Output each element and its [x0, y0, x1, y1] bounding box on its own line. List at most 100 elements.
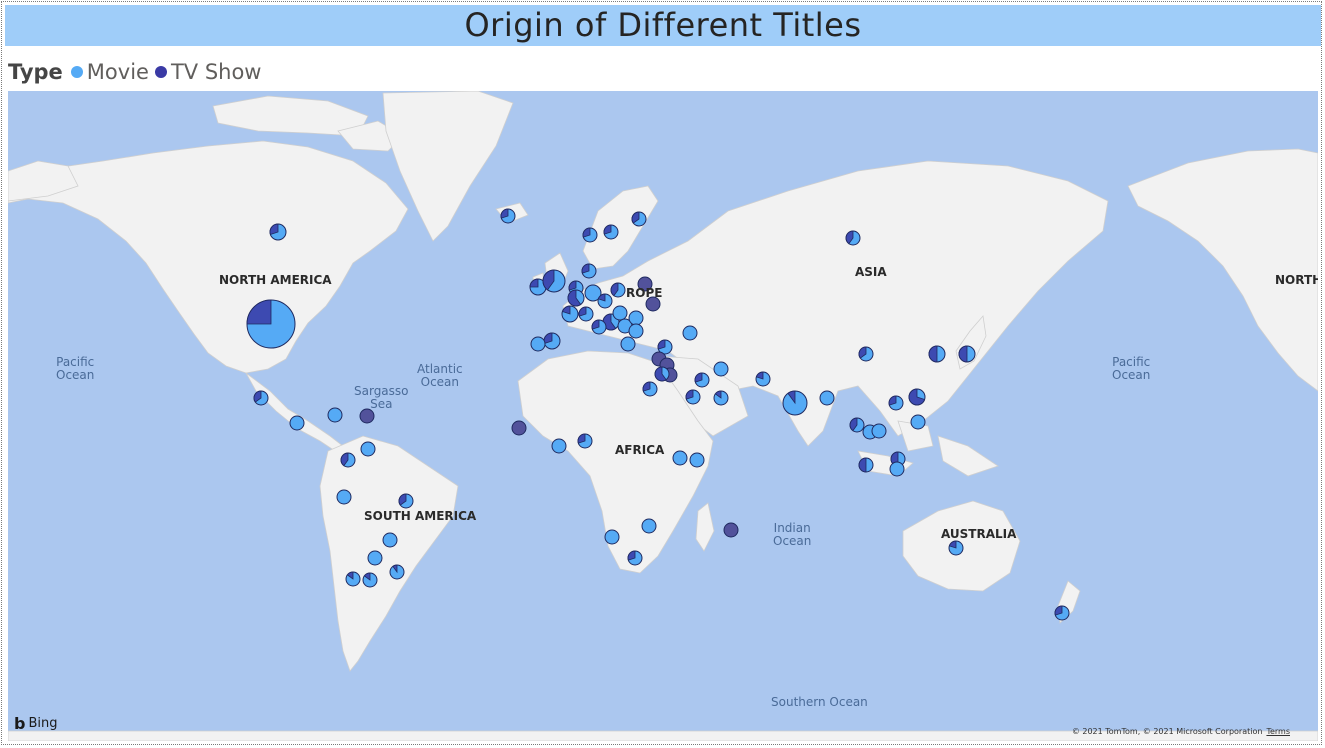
country-pie-marker[interactable] — [627, 550, 643, 566]
country-pie-marker[interactable] — [542, 269, 566, 293]
pie-tv-show-slice — [568, 280, 577, 291]
country-pie-marker[interactable] — [389, 564, 405, 580]
country-pie-marker[interactable] — [641, 518, 657, 534]
country-pie-marker[interactable] — [577, 433, 593, 449]
country-pie-marker[interactable] — [871, 423, 887, 439]
country-pie-marker[interactable] — [682, 325, 698, 341]
country-pie-marker[interactable] — [689, 452, 705, 468]
country-pie-marker[interactable] — [567, 289, 585, 307]
country-pie-marker[interactable] — [359, 408, 375, 424]
pie-tv-show-slice — [610, 282, 619, 297]
country-pie-marker[interactable] — [604, 529, 620, 545]
country-pie-marker[interactable] — [910, 414, 926, 430]
country-pie-marker[interactable] — [561, 305, 579, 323]
country-pie-marker[interactable] — [908, 388, 926, 406]
country-pie-marker[interactable] — [628, 310, 644, 326]
country-pie-marker[interactable] — [500, 208, 516, 224]
country-pie-marker[interactable] — [849, 417, 865, 433]
country-pie-marker[interactable] — [582, 227, 598, 243]
pie-base-slice — [637, 276, 653, 292]
country-pie-marker[interactable] — [888, 395, 904, 411]
country-pie-marker[interactable] — [289, 415, 305, 431]
country-pie-marker[interactable] — [367, 550, 383, 566]
pie-tv-show-slice — [787, 390, 796, 405]
country-pie-marker[interactable] — [1054, 605, 1070, 621]
pie-base-slice — [628, 310, 644, 326]
country-pie-marker[interactable] — [253, 390, 269, 406]
pie-tv-show-slice — [694, 372, 703, 383]
pie-base-slice — [889, 461, 905, 477]
legend-title: Type — [8, 60, 63, 84]
country-pie-marker[interactable] — [948, 540, 964, 556]
pie-tv-show-slice — [858, 346, 867, 359]
country-pie-marker[interactable] — [398, 493, 414, 509]
country-pie-marker[interactable] — [672, 450, 688, 466]
copyright-text: © 2021 TomTom, © 2021 Microsoft Corporat… — [1071, 727, 1263, 736]
country-pie-marker[interactable] — [858, 346, 874, 362]
country-pie-marker[interactable] — [958, 345, 976, 363]
country-pie-marker[interactable] — [620, 336, 636, 352]
country-pie-marker[interactable] — [819, 390, 835, 406]
country-pie-marker[interactable] — [612, 305, 628, 321]
country-pie-marker[interactable] — [360, 441, 376, 457]
pie-tv-show-slice — [340, 452, 349, 467]
country-pie-marker[interactable] — [246, 299, 296, 349]
country-pie-marker[interactable] — [654, 366, 670, 382]
country-pie-marker[interactable] — [642, 381, 658, 397]
map-canvas[interactable]: NORTH AMERICA NORTH ROPE ASIA AFRICA SOU… — [8, 91, 1318, 741]
bing-logo[interactable]: b Bing — [14, 714, 57, 733]
ocean-label-southern: Southern Ocean — [771, 695, 868, 709]
country-pie-marker[interactable] — [645, 296, 661, 312]
region-label-australia: AUSTRALIA — [941, 527, 1017, 541]
pie-tv-show-slice — [631, 211, 640, 224]
country-pie-marker[interactable] — [637, 276, 653, 292]
country-pie-marker[interactable] — [782, 390, 808, 416]
country-pie-marker[interactable] — [511, 420, 527, 436]
country-pie-marker[interactable] — [269, 223, 287, 241]
country-pie-marker[interactable] — [362, 572, 378, 588]
country-pie-marker[interactable] — [530, 336, 546, 352]
legend-item-tv-show[interactable]: TV Show — [154, 60, 262, 84]
legend-item-movie[interactable]: Movie — [70, 60, 149, 84]
country-pie-marker[interactable] — [529, 278, 547, 296]
country-pie-marker[interactable] — [713, 361, 729, 377]
country-pie-marker[interactable] — [603, 224, 619, 240]
country-pie-marker[interactable] — [723, 522, 739, 538]
country-pie-marker[interactable] — [336, 489, 352, 505]
country-pie-marker[interactable] — [584, 284, 602, 302]
pie-tv-show-slice — [627, 550, 636, 561]
country-pie-marker[interactable] — [657, 339, 673, 355]
country-pie-marker[interactable] — [631, 211, 647, 227]
terms-link[interactable]: Terms — [1266, 727, 1290, 736]
country-pie-marker[interactable] — [581, 263, 597, 279]
country-pie-marker[interactable] — [543, 332, 561, 350]
pie-tv-show-slice — [363, 572, 371, 581]
country-pie-marker[interactable] — [845, 230, 861, 246]
country-pie-marker[interactable] — [685, 389, 701, 405]
country-pie-marker[interactable] — [345, 571, 361, 587]
country-pie-marker[interactable] — [889, 461, 905, 477]
pie-base-slice — [360, 441, 376, 457]
country-pie-marker[interactable] — [551, 438, 567, 454]
country-pie-marker[interactable] — [628, 323, 644, 339]
country-pie-marker[interactable] — [755, 371, 771, 387]
country-pie-marker[interactable] — [928, 345, 946, 363]
country-pie-marker[interactable] — [327, 407, 343, 423]
pie-tv-show-slice — [849, 417, 858, 432]
country-pie-marker[interactable] — [610, 282, 626, 298]
country-pie-marker[interactable] — [858, 457, 874, 473]
pie-tv-show-slice — [888, 395, 897, 406]
bing-label: Bing — [28, 716, 58, 731]
pie-tv-show-slice — [567, 289, 582, 307]
country-pie-marker[interactable] — [597, 293, 613, 309]
country-pie-marker[interactable] — [578, 306, 594, 322]
country-pie-marker[interactable] — [591, 319, 607, 335]
country-pie-marker[interactable] — [713, 390, 729, 406]
pie-base-slice — [289, 415, 305, 431]
pie-tv-show-slice — [1054, 605, 1063, 616]
pie-base-slice — [645, 296, 661, 312]
country-pie-marker[interactable] — [694, 372, 710, 388]
country-pie-marker[interactable] — [340, 452, 356, 468]
country-pie-marker[interactable] — [382, 532, 398, 548]
tv-show-dot-icon — [154, 66, 167, 78]
